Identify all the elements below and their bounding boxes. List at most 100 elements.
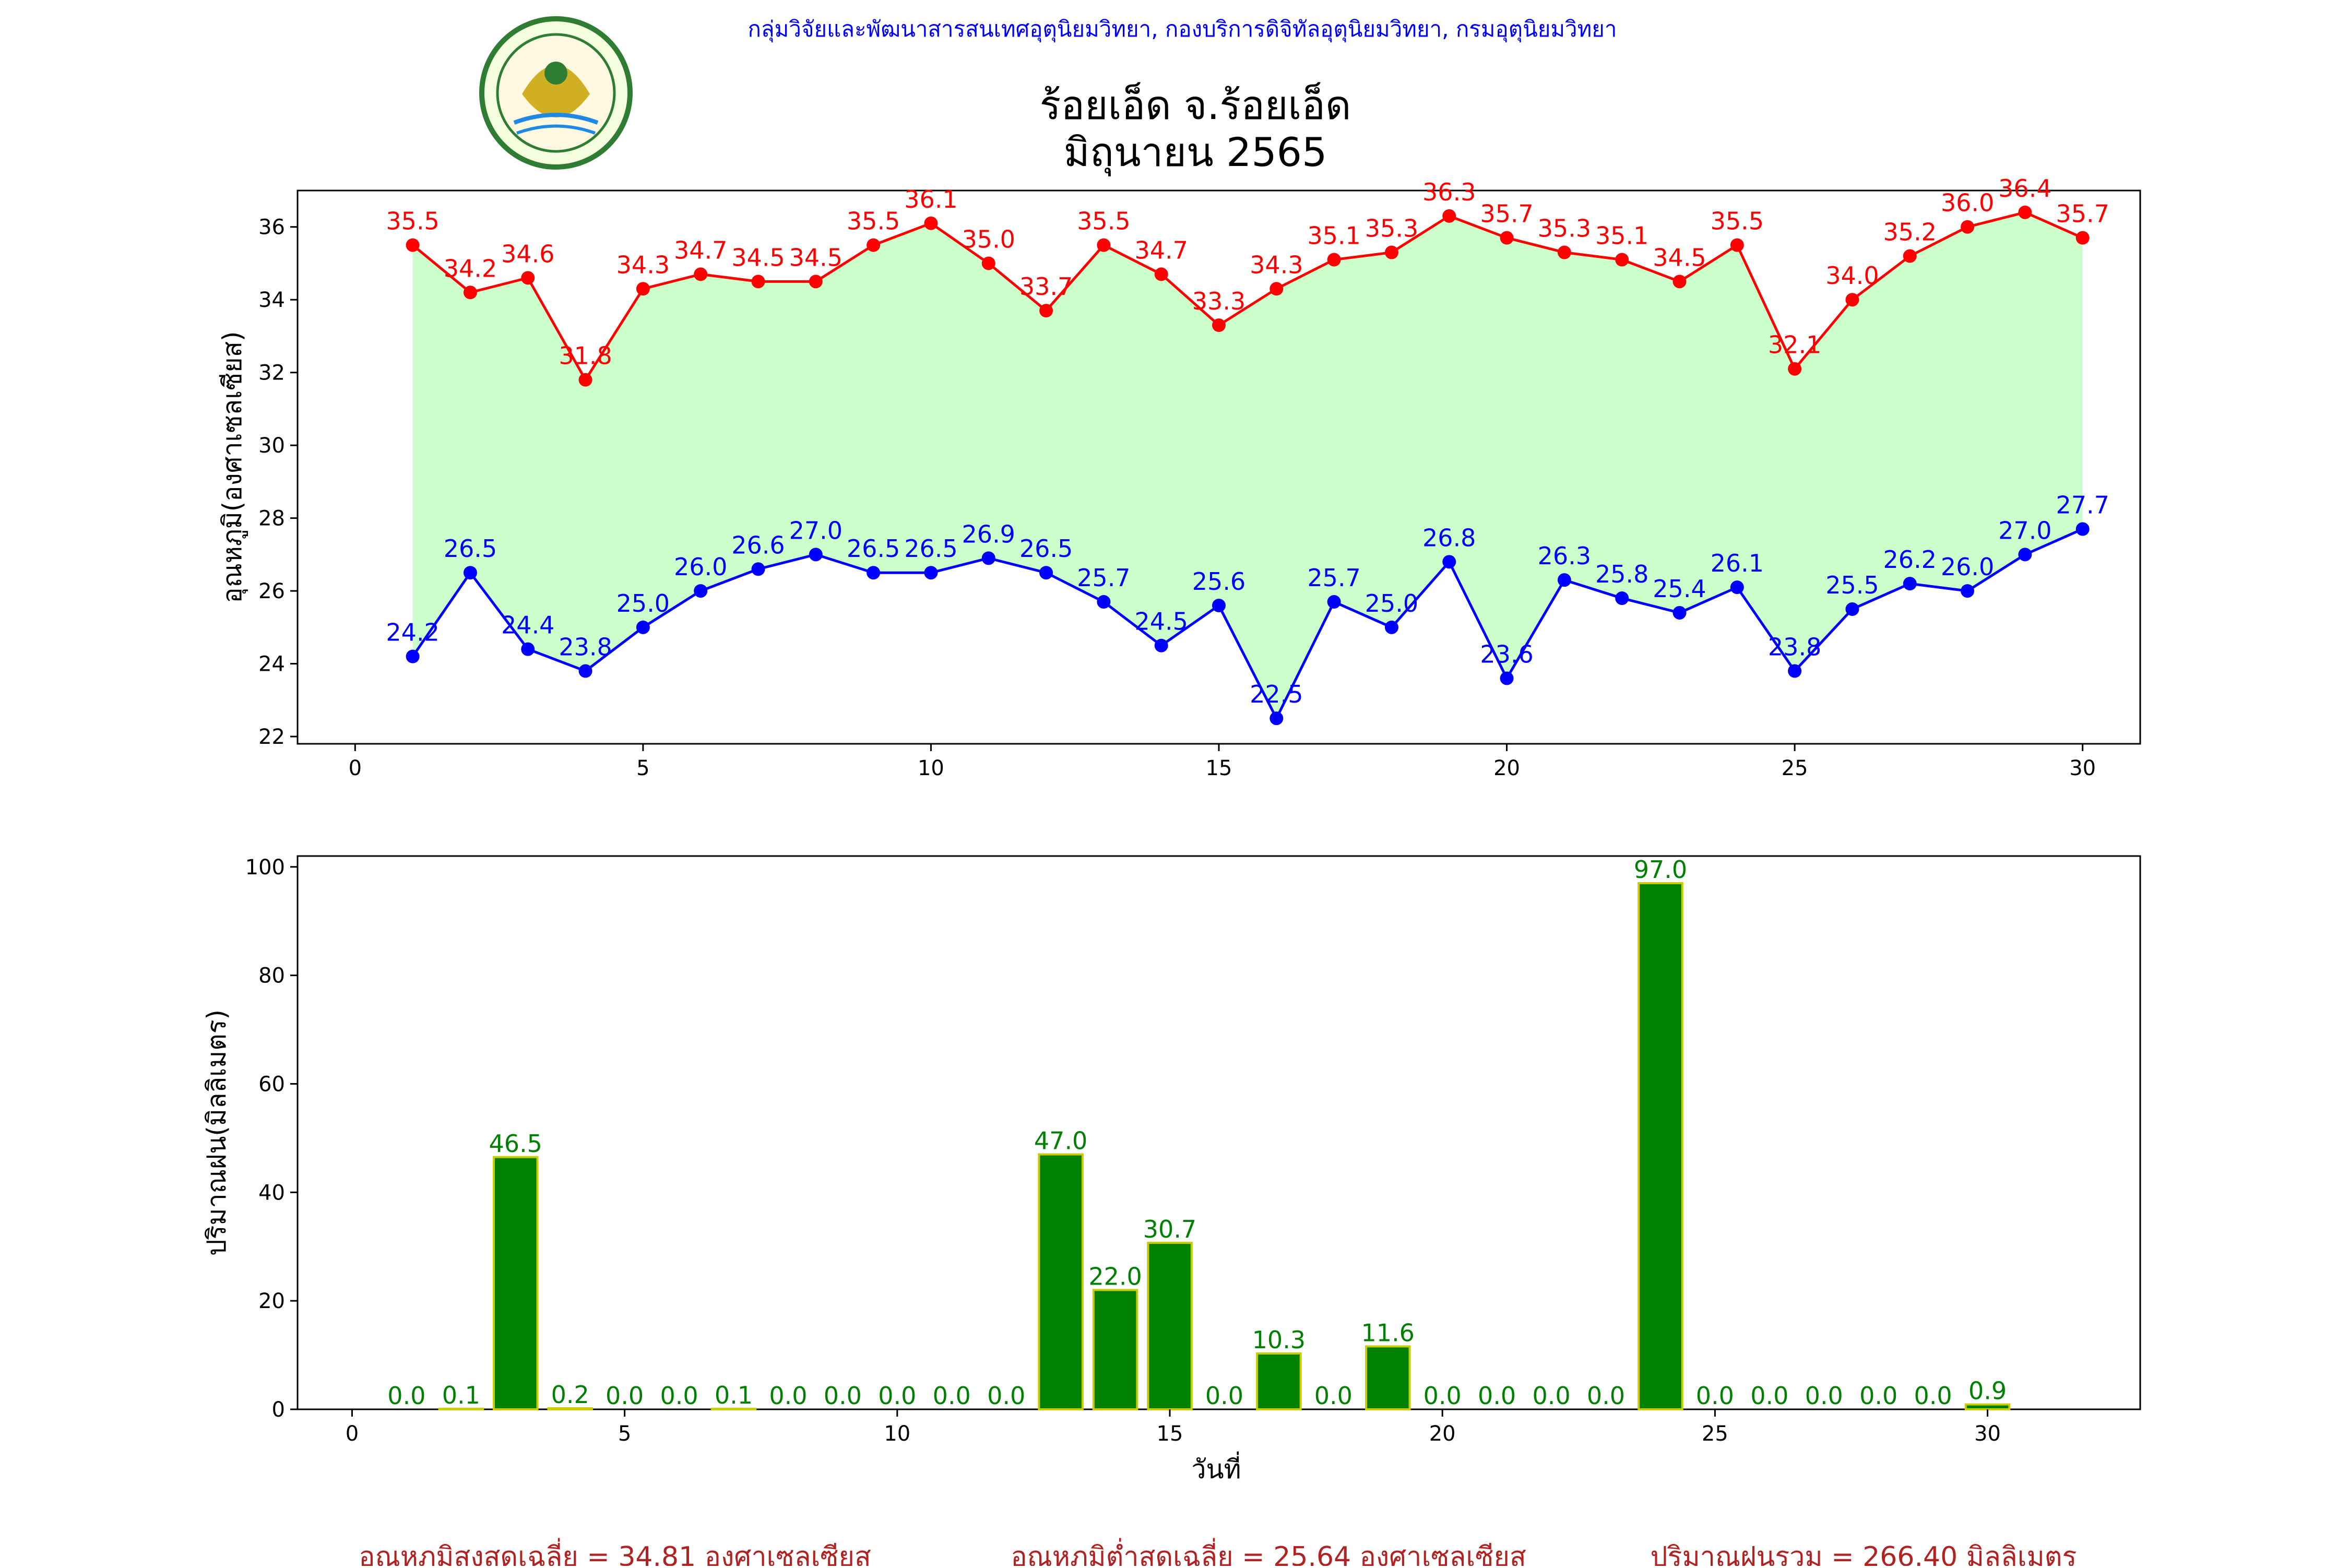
max-temperature-label: 35.5 <box>386 207 439 235</box>
temperature-fill-area <box>412 212 2083 719</box>
rainfall-bar <box>1038 1153 1084 1410</box>
y-tick-label: 100 <box>245 856 285 880</box>
min-temperature-point <box>1672 605 1687 620</box>
min-temperature-point <box>1154 638 1168 652</box>
min-temperature-label: 25.7 <box>1307 564 1360 592</box>
min-temperature-label: 26.8 <box>1422 524 1476 552</box>
min-temperature-label: 26.3 <box>1538 542 1591 570</box>
min-temperature-point <box>463 566 477 580</box>
summary-total-rain: ปริมาณฝนรวม = 266.40 มิลลิเมตร <box>1651 1541 2077 1566</box>
min-temperature-label: 25.6 <box>1192 567 1245 596</box>
max-temperature-label: 35.7 <box>1480 200 1533 228</box>
max-temperature-point <box>636 282 650 296</box>
rainfall-data-labels: 0.0 0.1 46.5 0.2 0.0 0.0 0.1 0.0 0.0 0.0 0.0 0.0 47.… <box>387 856 2007 1410</box>
min-temperature-point <box>1903 577 1917 591</box>
min-temperature-point <box>1327 595 1341 609</box>
min-temperature-label: 25.0 <box>616 589 670 617</box>
rainfall-bar-label: 97.0 <box>1634 856 1687 884</box>
summary-avg-max: อุณหภูมิสูงสุดเฉลี่ย = 34.81 องศาเซลเซีย… <box>359 1538 871 1566</box>
max-temperature-point <box>1270 282 1284 296</box>
rainfall-bar-label: 0.0 <box>987 1382 1025 1410</box>
max-temperature-label: 35.5 <box>847 207 900 235</box>
max-temperature-point <box>1039 304 1053 318</box>
rainfall-bar-label: 0.2 <box>551 1381 589 1409</box>
min-temperature-label: 24.5 <box>1134 608 1188 636</box>
rainfall-y-axis-label: ปริมาณฝน(มิลลิเมตร) <box>201 1009 232 1256</box>
min-temperature-point <box>1270 711 1284 726</box>
max-temperature-point <box>1903 249 1917 263</box>
max-temperature-label: 32.1 <box>1768 331 1821 359</box>
max-temperature-point <box>1615 253 1629 267</box>
max-temperature-label: 34.5 <box>1653 243 1706 271</box>
y-tick-label: 80 <box>258 964 285 988</box>
rainfall-bar-label: 0.0 <box>1914 1382 1952 1410</box>
x-tick-label: 0 <box>346 1422 359 1446</box>
max-temperature-label: 31.8 <box>559 342 612 370</box>
max-temperature-label: 34.5 <box>731 243 785 271</box>
max-temperature-point <box>981 256 995 270</box>
max-temperature-point <box>694 267 708 281</box>
max-temperature-label: 33.7 <box>1019 272 1073 301</box>
min-temperature-label: 23.8 <box>1768 633 1821 661</box>
rainfall-bar <box>492 1156 539 1410</box>
min-temperature-point <box>924 566 938 580</box>
max-temperature-label: 34.5 <box>789 243 843 271</box>
y-tick-label: 0 <box>272 1398 285 1422</box>
min-temperature-label: 24.4 <box>501 611 554 639</box>
x-tick-label: 15 <box>1157 1422 1183 1446</box>
x-tick-label: 25 <box>1702 1422 1728 1446</box>
max-temperature-point <box>1384 245 1398 259</box>
rainfall-bar-label: 0.0 <box>824 1382 862 1410</box>
min-temperature-point <box>867 566 881 580</box>
min-temperature-point <box>809 548 823 562</box>
y-tick-label: 34 <box>258 288 285 312</box>
rainfall-bar-label: 0.0 <box>1205 1382 1243 1410</box>
temperature-series-lines <box>411 211 2083 721</box>
min-temperature-point <box>1845 602 1859 616</box>
min-temperature-point <box>1730 580 1744 595</box>
x-tick-label: 15 <box>1206 756 1232 780</box>
max-temperature-label: 36.1 <box>904 185 957 213</box>
x-tick-label: 10 <box>884 1422 910 1446</box>
max-temperature-point <box>1557 245 1571 259</box>
rainfall-bar-label: 0.0 <box>933 1382 971 1410</box>
min-temperature-point <box>2018 548 2032 562</box>
rainfall-bar-label: 0.0 <box>1423 1382 1462 1410</box>
max-temperature-point <box>463 286 477 300</box>
min-temperature-label: 26.0 <box>674 553 727 581</box>
min-temperature-label: 26.1 <box>1711 549 1764 577</box>
min-temperature-line <box>411 528 2083 721</box>
max-temperature-point <box>1327 253 1341 267</box>
min-temperature-label: 26.5 <box>904 534 957 563</box>
max-temperature-point <box>751 275 765 289</box>
max-temperature-label: 35.1 <box>1307 222 1360 250</box>
rainfall-bar-label: 0.0 <box>1532 1382 1570 1410</box>
min-temperature-label: 27.0 <box>1998 516 2051 544</box>
x-tick-label: 20 <box>1493 756 1520 780</box>
min-temperature-label: 23.6 <box>1480 640 1533 668</box>
x-tick-label: 20 <box>1429 1422 1456 1446</box>
min-temperature-point <box>1384 620 1398 634</box>
chart-title-line2: มิถุนายน 2565 <box>1064 129 1327 176</box>
max-temperature-label: 34.7 <box>674 236 727 264</box>
temperature-axis-ticks: 0 5 10 15 20 25 30 22 24 26 28 30 32 34 36 <box>258 216 2096 780</box>
min-temperature-label: 27.0 <box>789 516 843 544</box>
min-temperature-point <box>1788 664 1802 678</box>
rainfall-axis-ticks: 0 5 10 15 20 25 30 0 20 40 60 80 100 <box>245 856 2001 1446</box>
rainfall-bar-label: 0.0 <box>878 1382 916 1410</box>
min-temperature-label: 25.4 <box>1653 575 1706 603</box>
temperature-series-points <box>406 205 2090 726</box>
min-temperature-point <box>636 620 650 634</box>
min-temperature-label: 26.2 <box>1883 545 1937 574</box>
max-temperature-label: 33.3 <box>1192 287 1245 315</box>
min-temperature-label: 23.8 <box>559 633 612 661</box>
min-temperature-label: 26.9 <box>962 520 1015 548</box>
max-temperature-label: 35.3 <box>1365 215 1418 243</box>
max-temperature-point <box>406 238 420 252</box>
rainfall-bar <box>1147 1241 1193 1410</box>
rainfall-bar <box>1092 1289 1138 1411</box>
max-temperature-point <box>1730 238 1744 252</box>
max-temperature-label: 34.6 <box>501 240 554 268</box>
rainfall-bar-label: 10.3 <box>1252 1326 1306 1354</box>
